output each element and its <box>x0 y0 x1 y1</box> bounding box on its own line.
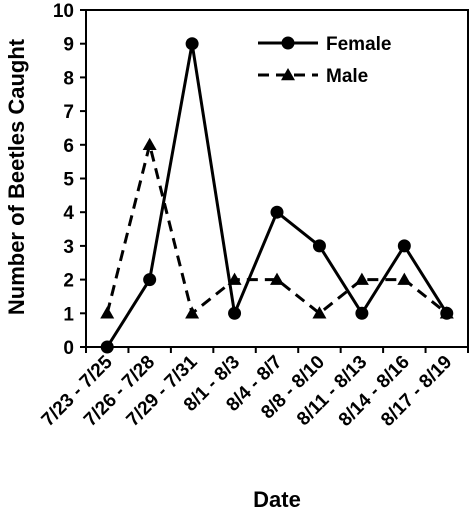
data-point-male <box>397 272 412 285</box>
data-point-male <box>270 272 284 285</box>
y-tick-label: 3 <box>63 237 74 258</box>
data-point-male <box>439 306 454 319</box>
data-point-female <box>185 37 199 51</box>
data-point-male <box>142 137 157 151</box>
plot-frame <box>85 9 469 348</box>
data-point-female <box>143 273 157 287</box>
series-lines <box>105 42 449 348</box>
y-tick-label: 8 <box>63 68 74 89</box>
legend-label-female: Female <box>326 34 391 55</box>
y-tick-label: 5 <box>63 170 74 191</box>
data-point-male <box>312 306 327 319</box>
y-tick-label: 6 <box>63 136 74 157</box>
y-tick-labels: 0 1 2 3 4 5 6 7 8 9 10 <box>53 1 75 359</box>
legend-marker-female <box>281 36 295 50</box>
data-point-male <box>185 306 200 319</box>
data-point-male <box>227 272 242 285</box>
data-point-male <box>100 306 115 319</box>
data-point-female <box>228 306 242 320</box>
y-tick-label: 7 <box>63 102 74 123</box>
data-point-female <box>270 205 284 219</box>
data-point-female <box>397 239 411 253</box>
y-axis-title: Number of Beetles Caught <box>4 38 29 315</box>
y-tick-label: 1 <box>63 304 74 325</box>
data-point-female <box>355 306 369 320</box>
x-tick-labels: 7/23 - 7/257/26 - 7/287/29 - 7/318/1 - 8… <box>38 351 457 430</box>
y-tick-label: 10 <box>53 1 74 22</box>
y-tick-label: 0 <box>63 338 74 359</box>
series-markers <box>100 37 454 354</box>
legend: Female Male <box>258 34 391 87</box>
y-tick-label: 2 <box>63 271 74 292</box>
legend-label-male: Male <box>326 66 368 87</box>
data-point-male <box>354 272 369 285</box>
data-point-female <box>312 239 326 253</box>
legend-marker-male <box>281 68 295 81</box>
data-point-female <box>100 340 114 354</box>
x-axis-title: Date <box>253 487 301 512</box>
y-tick-label: 9 <box>63 35 74 56</box>
series-line-male <box>105 143 448 315</box>
axes <box>80 9 469 353</box>
series-line-female <box>105 42 449 348</box>
y-tick-label: 4 <box>63 203 74 224</box>
